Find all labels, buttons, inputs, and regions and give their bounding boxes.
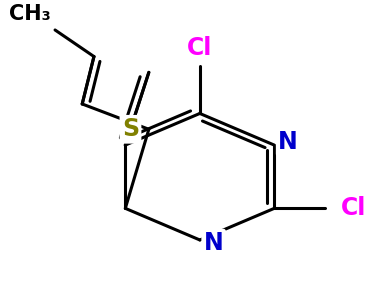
Text: N: N	[278, 130, 298, 154]
Text: CH₃: CH₃	[9, 4, 51, 24]
Text: S: S	[122, 117, 139, 141]
Text: N: N	[204, 231, 224, 255]
Text: Cl: Cl	[187, 36, 213, 60]
Text: Cl: Cl	[341, 196, 366, 220]
